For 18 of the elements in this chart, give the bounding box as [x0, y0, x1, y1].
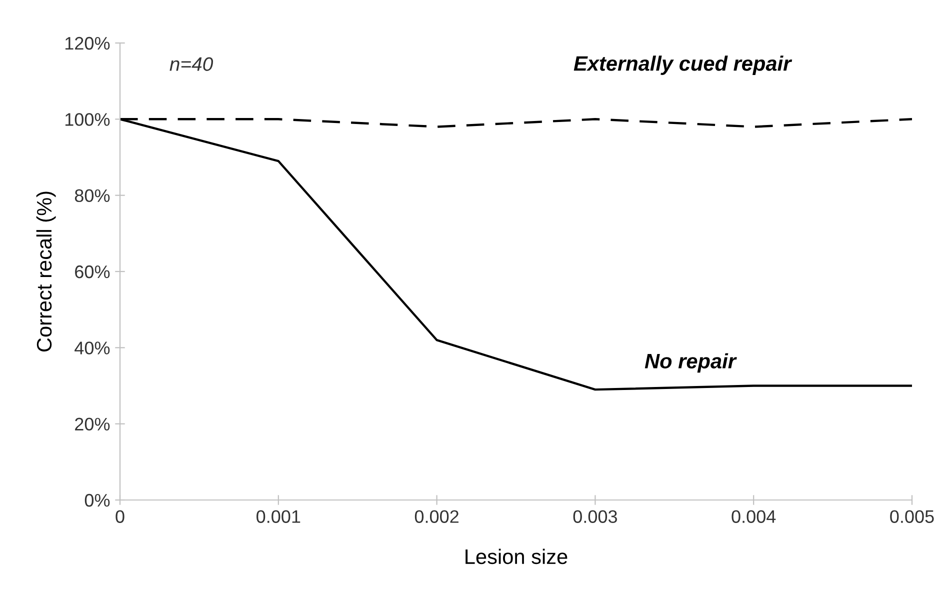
x-tick-label: 0.001 [256, 510, 300, 523]
y-tick-label: 40% [74, 342, 110, 354]
x-tick-label: 0.002 [414, 510, 458, 523]
y-tick-label: 120% [65, 36, 110, 50]
y-tick-label: 0% [84, 494, 110, 507]
y-tick-label: 60% [75, 265, 110, 278]
y-axis-title: Correct recall (%) [36, 192, 56, 352]
x-axis-title: Lesion size [466, 548, 568, 564]
y-tick-label: 20% [75, 418, 110, 431]
x-tick-label: 0.003 [573, 510, 617, 523]
y-tick-label: 100% [65, 113, 110, 126]
x-tick-label: 0.004 [732, 510, 776, 523]
series-label: No repair [644, 353, 737, 373]
x-tick-label: 0.005 [890, 510, 934, 523]
x-tick-label: 0 [116, 510, 124, 523]
y-tick-label: 80% [74, 189, 110, 202]
text: Externally cued repair [574, 56, 792, 75]
annotation: n=40 [170, 57, 214, 71]
